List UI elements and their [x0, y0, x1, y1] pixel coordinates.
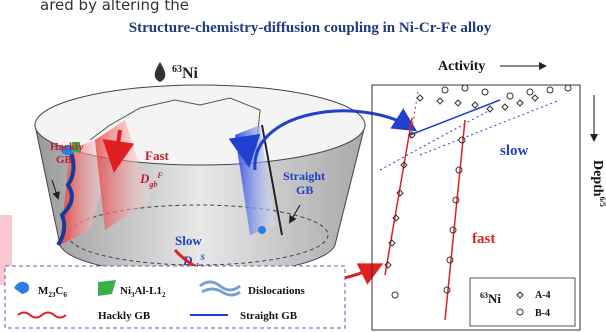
y-label-sup: 6/5 — [598, 197, 606, 207]
fast-label: Fast — [145, 148, 170, 163]
straight-label-1: Straight — [283, 169, 325, 183]
y-label-text: Depth — [590, 160, 605, 197]
isotope: 63Ni — [172, 64, 199, 82]
d-fast-base: D — [139, 171, 150, 186]
legend-series: B-4 — [535, 308, 550, 319]
cut-text: ared by altering the — [40, 0, 189, 14]
legend-straight: Straight GB — [240, 310, 298, 322]
legend-l12: Ni3Al-L12 — [120, 285, 166, 299]
legend-mass: 63 — [480, 291, 488, 300]
slow-region: slow — [500, 143, 529, 159]
drop-icon — [155, 62, 166, 82]
t: 6 — [63, 291, 67, 299]
carbide — [258, 226, 266, 234]
shape — [507, 93, 513, 99]
fit-line — [445, 120, 465, 320]
d-fast-sup: F — [156, 171, 163, 180]
shape — [547, 87, 553, 93]
fit-line — [410, 100, 500, 135]
t: Ni — [120, 285, 131, 297]
shape — [456, 167, 462, 173]
plot-legend — [470, 278, 575, 326]
legend-hackly: Hackly GB — [98, 310, 151, 322]
hackly-label-1: Hackly — [50, 141, 84, 153]
fit-line — [420, 100, 560, 155]
fast-region: fast — [472, 231, 495, 247]
t: C — [55, 285, 63, 297]
fit-line — [385, 118, 412, 275]
page: {"header": {"cut_text": "ared by alterin… — [0, 0, 606, 332]
title: Structure-chemistry-diffusion coupling i… — [129, 20, 492, 36]
isotope-mass: 63 — [172, 64, 182, 75]
legend-dislocations: Dislocations — [248, 285, 306, 297]
isotope-element: Ni — [182, 65, 199, 82]
shape — [453, 197, 459, 203]
shape — [462, 85, 468, 91]
series-b — [392, 85, 571, 298]
y-label: Depth6/5 — [590, 160, 606, 207]
shape — [444, 287, 450, 293]
shape — [565, 85, 571, 91]
shape — [459, 137, 465, 143]
shape — [442, 87, 448, 93]
hackly-label-2: GB — [56, 154, 73, 166]
slow-label: Slow — [175, 233, 202, 248]
shape — [527, 89, 533, 95]
t: Al-L1 — [135, 285, 163, 297]
shape — [447, 257, 453, 263]
t: M — [38, 285, 49, 297]
figure: ared by altering the Structure-chemistry… — [0, 0, 606, 332]
legend-series: A-4 — [535, 290, 551, 301]
shape — [450, 227, 456, 233]
shape — [392, 292, 398, 298]
x-label: Activity — [438, 59, 485, 74]
shape — [482, 89, 488, 95]
t: 2 — [162, 291, 166, 299]
d-slow-sup: S — [200, 253, 205, 262]
d-fast-sub: gb — [148, 180, 157, 189]
legend-element: Ni — [488, 291, 501, 306]
straight-label-2: GB — [296, 183, 313, 197]
series-a — [385, 95, 538, 268]
y-label-group: Depth6/5 — [590, 160, 606, 207]
